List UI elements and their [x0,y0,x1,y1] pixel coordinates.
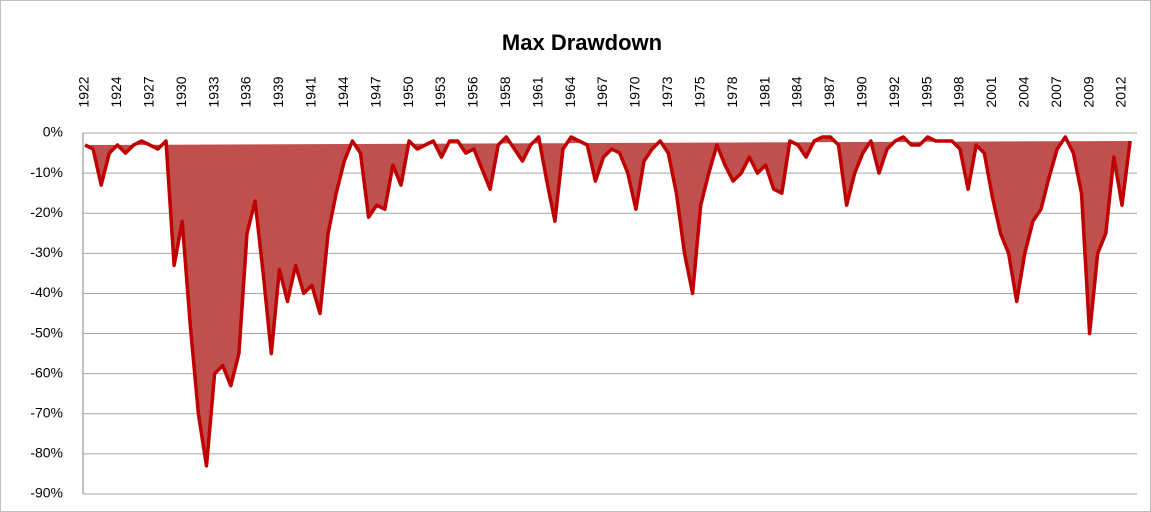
x-tick-label: 1953 [432,76,448,107]
y-tick-label: -70% [30,404,63,420]
x-tick-label: 1950 [400,76,416,107]
x-tick-label: 1995 [918,76,934,107]
x-tick-label: 1998 [951,76,967,107]
x-tick-label: 1961 [529,76,545,107]
x-tick-label: 2007 [1048,76,1064,107]
y-tick-label: -60% [30,364,63,380]
x-tick-label: 1978 [724,76,740,107]
x-tick-label: 1947 [367,76,383,107]
x-tick-label: 1941 [303,76,319,107]
x-tick-label: 1958 [497,76,513,107]
drawdown-area [84,135,1132,468]
x-tick-label: 2001 [983,76,999,107]
x-tick-label: 1924 [108,76,124,107]
x-tick-label: 1930 [173,76,189,107]
x-tick-label: 1984 [789,76,805,107]
x-tick-label: 1981 [756,76,772,107]
chart-title: Max Drawdown [502,30,662,55]
y-tick-label: -80% [30,445,63,461]
x-tick-label: 1967 [594,76,610,107]
x-tick-label: 1936 [238,76,254,107]
x-tick-label: 2012 [1113,76,1129,107]
x-tick-label: 1992 [886,76,902,107]
y-tick-label: -50% [30,324,63,340]
y-tick-label: -90% [30,485,63,501]
x-tick-label: 1944 [335,76,351,107]
x-tick-label: 2009 [1080,76,1096,107]
x-tick-label: 1975 [691,76,707,107]
x-tick-label: 1922 [76,76,92,107]
x-tick-label: 1939 [270,76,286,107]
x-tick-label: 1987 [821,76,837,107]
x-tick-label: 1990 [853,76,869,107]
x-tick-label: 1933 [205,76,221,107]
y-tick-label: 0% [43,124,63,140]
x-tick-label: 2004 [1016,76,1032,107]
y-tick-label: -20% [30,204,63,220]
y-tick-label: -40% [30,284,63,300]
x-tick-label: 1927 [141,76,157,107]
y-tick-label: -30% [30,244,63,260]
x-tick-label: 1970 [627,76,643,107]
x-tick-label: 1973 [659,76,675,107]
x-tick-label: 1964 [562,76,578,107]
y-tick-label: -10% [30,164,63,180]
x-tick-label: 1956 [465,76,481,107]
